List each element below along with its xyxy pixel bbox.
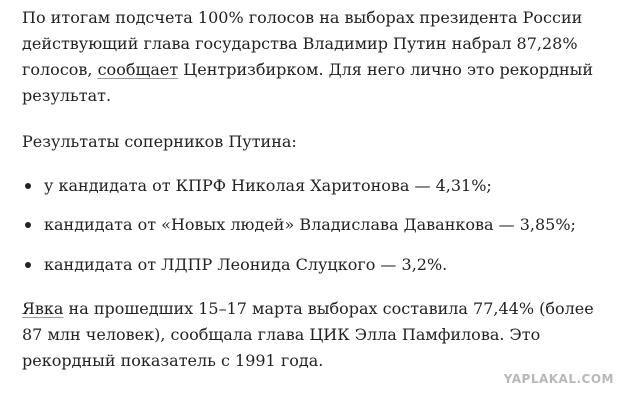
text-line: Результаты соперников Путина: (22, 132, 297, 151)
text: голосов, (22, 60, 98, 79)
text-line: действующий глава государства Владимир П… (22, 34, 578, 53)
bullet (25, 183, 31, 189)
text-line: голосов, сообщает Центризбирком. Для нег… (22, 60, 593, 80)
text-line: По итогам подсчета 100% голосов на выбор… (22, 8, 583, 27)
list-item: кандидата от ЛДПР Леонида Слуцкого — 3,2… (44, 255, 448, 274)
link[interactable]: Явка (22, 299, 64, 318)
text-line: результат. (22, 86, 112, 105)
watermark: YAPLAKAL.COM (503, 372, 614, 386)
list-item: у кандидата от КПРФ Николая Харитонова —… (44, 176, 492, 195)
bullet (25, 222, 31, 228)
link[interactable]: сообщает (97, 60, 179, 79)
text-line: Явка на прошедших 15–17 марта выборах со… (22, 299, 594, 319)
bullet (25, 262, 31, 268)
text-line: 87 млн человек), сообщала глава ЦИК Элла… (22, 325, 541, 344)
list-item: кандидата от «Новых людей» Владислава Да… (44, 215, 576, 234)
text: Центризбирком. Для него лично это рекорд… (178, 60, 594, 79)
text: на прошедших 15–17 марта выборах состави… (63, 299, 594, 318)
text-line: рекордный показатель с 1991 года. (22, 351, 324, 370)
